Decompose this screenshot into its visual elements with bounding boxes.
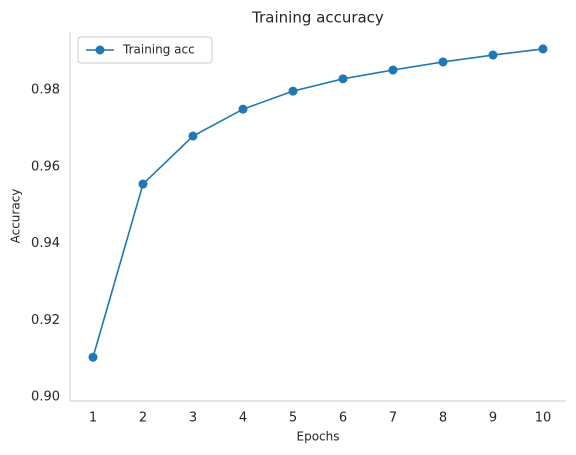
x-tick-label: 10	[535, 411, 552, 426]
y-tick-label: 0.96	[31, 159, 60, 174]
x-tick-label: 7	[389, 411, 397, 426]
y-tick-label: 0.90	[31, 390, 60, 405]
point	[438, 57, 448, 67]
point	[138, 179, 148, 189]
chart-title: Training accuracy	[251, 9, 384, 27]
point	[538, 44, 548, 54]
point	[338, 74, 348, 84]
legend-box	[77, 36, 213, 64]
x-tick-label: 3	[189, 411, 197, 426]
point	[488, 50, 498, 60]
legend-label: Training acc	[122, 43, 195, 57]
x-tick-label: 6	[339, 411, 347, 426]
point	[388, 65, 398, 75]
y-tick-label: 0.94	[31, 236, 60, 251]
x-tick-label: 1	[89, 411, 97, 426]
point	[188, 131, 198, 141]
y-axis-label: Accuracy	[9, 189, 23, 244]
x-tick-label: 9	[489, 411, 497, 426]
point	[288, 86, 298, 96]
x-axis-label: Epochs	[297, 430, 340, 444]
legend-marker	[95, 45, 105, 55]
point	[238, 104, 248, 114]
point	[88, 352, 98, 362]
x-tick-label: 2	[139, 411, 147, 426]
y-tick-label: 0.98	[31, 82, 60, 97]
x-tick-label: 8	[439, 411, 447, 426]
x-tick-label: 4	[239, 411, 247, 426]
x-tick-label: 5	[289, 411, 297, 426]
y-tick-label: 0.92	[31, 313, 60, 328]
line	[92, 48, 544, 358]
